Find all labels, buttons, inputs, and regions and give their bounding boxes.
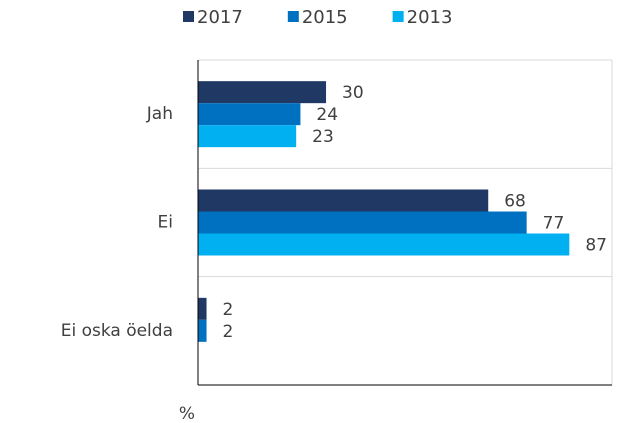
bar <box>198 211 527 234</box>
y-tick-label: Ei <box>158 213 173 233</box>
y-tick-label: Ei oska öelda <box>61 321 173 341</box>
data-label: 2 <box>223 322 234 342</box>
bar <box>198 189 489 212</box>
legend-label: 2017 <box>197 7 243 28</box>
legend-label: 2015 <box>302 7 348 28</box>
data-label: 87 <box>585 236 607 256</box>
bar <box>198 125 297 148</box>
data-label: 77 <box>543 214 565 234</box>
bar <box>198 319 207 342</box>
data-label: 2 <box>223 300 234 320</box>
x-axis-label: % <box>179 404 195 423</box>
legend-swatch <box>183 11 194 22</box>
bar <box>198 297 207 320</box>
y-tick-label: Jah <box>146 104 173 124</box>
legend-swatch <box>392 11 404 22</box>
bar <box>198 233 570 256</box>
data-label: 24 <box>316 105 338 125</box>
data-label: 68 <box>504 192 526 212</box>
legend-label: 2013 <box>407 7 453 28</box>
bar <box>198 81 327 104</box>
data-label: 30 <box>342 83 364 103</box>
bar <box>198 103 301 126</box>
data-label: 23 <box>312 127 334 147</box>
legend-swatch <box>287 11 299 22</box>
